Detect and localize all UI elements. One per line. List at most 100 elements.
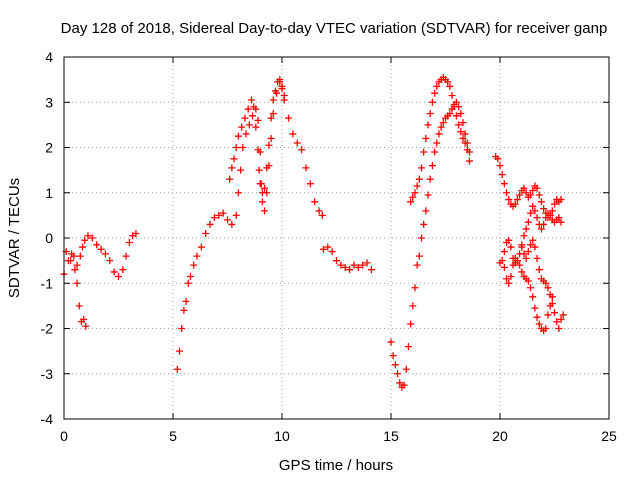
data-point <box>341 263 349 271</box>
data-point <box>255 166 263 174</box>
data-point <box>228 164 236 172</box>
data-point <box>503 275 511 283</box>
data-point <box>518 243 526 251</box>
data-point <box>261 184 269 192</box>
data-point <box>452 112 460 120</box>
data-point <box>70 252 78 260</box>
data-point <box>428 98 436 106</box>
data-point <box>413 182 421 190</box>
x-tick-label: 20 <box>492 428 508 444</box>
data-point <box>555 214 563 222</box>
data-point <box>202 229 210 237</box>
data-point <box>531 243 539 251</box>
data-point <box>500 180 508 188</box>
data-point <box>197 243 205 251</box>
data-point <box>409 193 417 201</box>
data-point <box>516 191 524 199</box>
data-point <box>533 313 541 321</box>
data-point <box>328 248 336 256</box>
x-tick-label: 25 <box>601 428 617 444</box>
data-point <box>215 211 223 219</box>
data-point <box>101 250 109 258</box>
data-point <box>431 89 439 97</box>
data-point <box>409 302 417 310</box>
data-point <box>557 218 565 226</box>
data-point <box>537 225 545 233</box>
data-point <box>531 207 539 215</box>
series-seg-g <box>387 98 473 391</box>
data-point <box>241 114 249 122</box>
data-point <box>76 252 84 260</box>
data-point <box>522 189 530 197</box>
data-point <box>252 123 260 131</box>
data-point <box>544 311 552 319</box>
data-point <box>242 130 250 138</box>
y-tick-label: -3 <box>41 366 54 382</box>
data-point <box>252 105 260 113</box>
data-point <box>75 302 83 310</box>
data-point <box>267 114 275 122</box>
data-point <box>67 257 75 265</box>
data-point <box>415 252 423 260</box>
data-point <box>461 130 469 138</box>
data-point <box>540 205 548 213</box>
y-tick-label: -1 <box>41 275 54 291</box>
data-point <box>452 98 460 106</box>
data-point <box>542 214 550 222</box>
data-point <box>448 91 456 99</box>
data-point <box>527 209 535 217</box>
data-point <box>544 284 552 292</box>
data-point <box>173 365 181 373</box>
data-point <box>176 347 184 355</box>
data-point <box>553 318 561 326</box>
data-point <box>186 272 194 280</box>
data-point <box>245 121 253 129</box>
data-point <box>234 132 242 140</box>
data-point <box>524 277 532 285</box>
data-point <box>234 189 242 197</box>
data-point <box>193 252 201 260</box>
data-point <box>391 361 399 369</box>
data-point <box>359 261 367 269</box>
data-point <box>498 257 506 265</box>
data-point <box>407 320 415 328</box>
data-point <box>122 252 130 260</box>
data-point <box>115 272 122 280</box>
data-point <box>237 166 245 174</box>
data-point <box>529 236 537 244</box>
data-point <box>527 191 535 199</box>
data-point <box>520 232 528 240</box>
data-point <box>524 248 532 256</box>
data-point <box>446 82 454 90</box>
data-point <box>535 266 543 274</box>
data-point <box>557 196 565 204</box>
data-point <box>527 284 535 292</box>
data-point <box>407 198 415 206</box>
data-point <box>256 148 264 156</box>
data-point <box>426 110 434 118</box>
data-point <box>224 216 231 224</box>
data-point <box>461 139 469 147</box>
data-point <box>522 225 530 233</box>
data-point <box>354 263 362 271</box>
data-point <box>257 180 265 188</box>
data-point <box>315 207 323 215</box>
data-point <box>546 291 554 299</box>
data-point <box>450 103 458 111</box>
data-point <box>82 322 90 330</box>
data-point <box>463 146 471 154</box>
data-point <box>540 220 548 228</box>
data-point <box>269 96 277 104</box>
data-point <box>263 189 271 197</box>
data-point <box>413 261 421 269</box>
data-point <box>542 279 550 287</box>
data-point <box>73 261 81 269</box>
data-point <box>496 162 504 170</box>
data-point <box>276 78 284 86</box>
data-point <box>88 234 96 242</box>
data-point <box>505 196 513 204</box>
data-point <box>415 175 423 183</box>
data-point <box>433 139 441 147</box>
data-point <box>424 191 432 199</box>
